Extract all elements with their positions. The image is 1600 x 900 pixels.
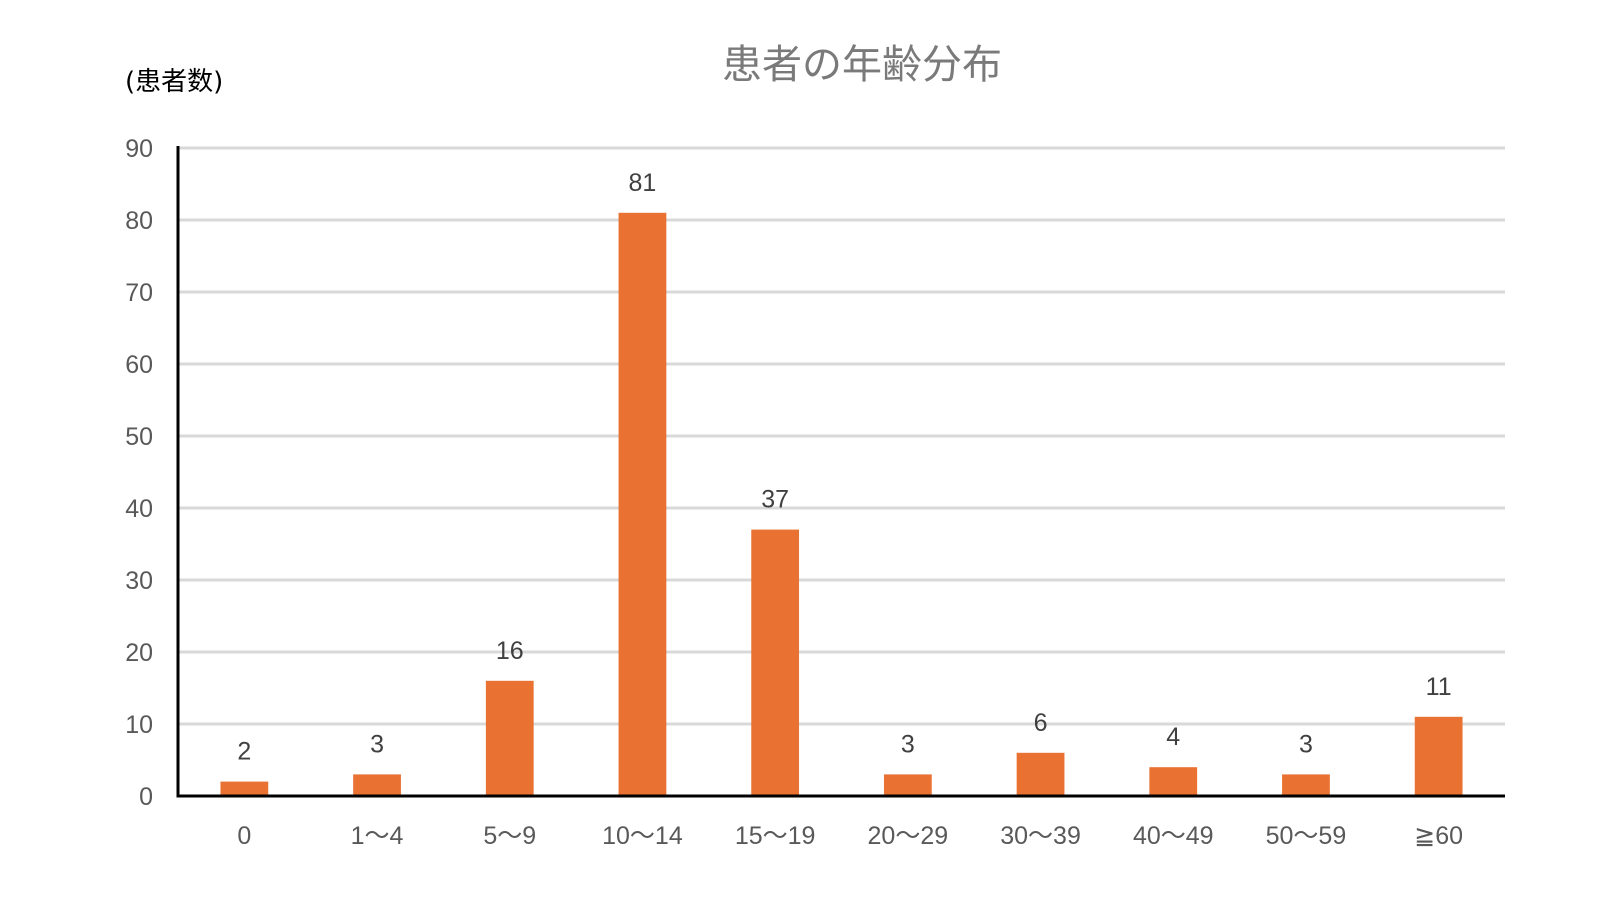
chart-title: 患者の年齢分布	[722, 42, 1002, 88]
bar	[618, 212, 667, 797]
x-tick-label: 40～49	[1133, 822, 1214, 850]
bars	[220, 212, 1463, 797]
bar	[1016, 752, 1065, 796]
x-tick-label: 0	[237, 822, 251, 850]
x-tick-label: 30～39	[1000, 822, 1081, 850]
bar	[883, 774, 932, 796]
data-label: 81	[629, 169, 657, 197]
data-label: 16	[496, 637, 524, 665]
bar	[1149, 767, 1198, 796]
data-label: 6	[1034, 709, 1048, 737]
data-label: 37	[761, 486, 789, 514]
y-tick-label: 0	[139, 783, 153, 811]
y-tick-label: 60	[125, 351, 153, 379]
x-tick-label: 20～29	[868, 822, 949, 850]
y-tick-label: 50	[125, 423, 153, 451]
bar	[1414, 716, 1463, 796]
data-labels: 2 3 16 81 37 3 6 4 3 11	[237, 169, 1451, 766]
y-axis-label: (患者数)	[125, 67, 223, 97]
data-label: 2	[237, 738, 251, 766]
y-tick-label: 20	[125, 639, 153, 667]
x-tick-label: 10～14	[602, 822, 683, 850]
x-tick-label: 5～9	[483, 822, 536, 850]
y-tick-label: 40	[125, 495, 153, 523]
x-tick-label: 50～59	[1266, 822, 1347, 850]
y-tick-label: 80	[125, 207, 153, 235]
bar	[353, 774, 401, 796]
x-axis-ticks: 0 1～4 5～9 10～14 15～19 20～29 30～39 40～49 50～59 ≧60	[237, 822, 1463, 850]
x-tick-label: 1～4	[351, 822, 404, 850]
gridlines	[178, 146, 1505, 726]
bar	[1282, 774, 1330, 796]
y-tick-label: 10	[125, 711, 153, 739]
x-tick-label: ≧60	[1414, 822, 1463, 850]
x-tick-label: 15～19	[735, 822, 816, 850]
data-label: 11	[1426, 673, 1452, 701]
bar	[220, 781, 269, 796]
data-label: 3	[370, 730, 384, 758]
bar	[751, 529, 800, 796]
y-tick-label: 30	[125, 567, 153, 595]
y-tick-label: 70	[125, 279, 153, 307]
bar	[485, 680, 534, 796]
data-label: 3	[1299, 730, 1313, 758]
y-tick-label: 90	[125, 135, 153, 163]
y-axis-ticks: 0 10 20 30 40 50 60 70 80 90	[125, 135, 153, 811]
data-label: 3	[901, 730, 915, 758]
data-label: 4	[1166, 723, 1180, 751]
